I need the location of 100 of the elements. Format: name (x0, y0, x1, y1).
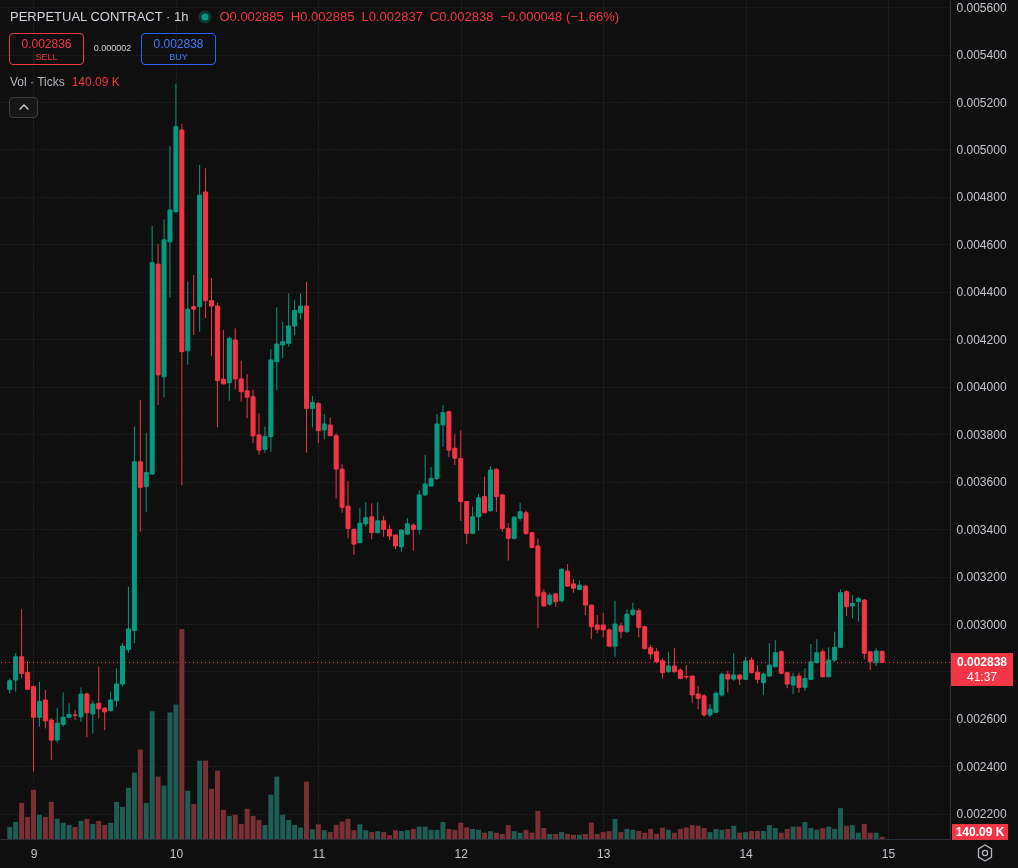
bar (482, 832, 487, 839)
annotation: 0.002836 (20, 37, 73, 51)
y-tick-label: 0.005400 (956, 48, 1007, 63)
bar (197, 760, 203, 839)
y-tick-label: 0.004600 (956, 237, 1007, 252)
annotation: −0.000048 (−1.66%) (500, 9, 620, 25)
y-tick-label: 0.002400 (956, 759, 1007, 774)
bar (72, 827, 78, 839)
bar (612, 818, 618, 839)
bar (137, 749, 143, 839)
y-tick-label: 0.003600 (956, 475, 1007, 490)
y-tick-label: 0.004200 (956, 332, 1007, 347)
bar (743, 832, 749, 839)
candlestick (618, 622, 624, 639)
candlestick (36, 681, 42, 728)
candlestick (369, 502, 375, 540)
x-tick-label: 11 (312, 846, 326, 861)
y-tick-label: 0.005200 (956, 95, 1007, 110)
bar (553, 833, 559, 839)
bar (155, 776, 161, 839)
bar (547, 833, 553, 839)
candlestick (849, 594, 855, 619)
y-tick-label: 0.005000 (956, 142, 1007, 157)
candlestick (72, 709, 78, 721)
bar (78, 820, 84, 839)
candlestick (612, 600, 618, 658)
bar (369, 832, 375, 839)
bar (191, 803, 197, 839)
candlestick (725, 670, 731, 694)
candlestick (482, 476, 487, 514)
candlestick (796, 672, 802, 694)
annotation: BUY (168, 52, 189, 63)
annotation: L0.002837 (361, 9, 423, 25)
annotation: 0.000002 (92, 43, 133, 54)
y-tick-label: 0.002600 (956, 712, 1007, 727)
bar (315, 824, 321, 839)
y-tick-label: 0.003200 (956, 570, 1007, 585)
y-tick-label: 0.003800 (956, 427, 1007, 442)
candlestick (790, 672, 796, 695)
bar (820, 828, 826, 839)
bar (873, 832, 879, 839)
bar (796, 826, 802, 839)
bar (309, 829, 315, 839)
candlestick (843, 589, 849, 617)
bar (410, 828, 416, 839)
candlestick (78, 686, 84, 723)
bar (84, 818, 90, 839)
y-tick-label: 0.004000 (956, 380, 1007, 395)
candlestick (351, 527, 357, 556)
bar (725, 828, 731, 839)
candlestick (665, 651, 671, 674)
bar (303, 781, 309, 839)
candlestick (410, 522, 416, 552)
annotation: 0.002838 (152, 37, 205, 51)
bar (576, 834, 582, 839)
candlestick (321, 413, 327, 440)
candlestick (855, 596, 861, 623)
bar (375, 831, 381, 839)
y-tick-label: 0.002200 (956, 807, 1007, 822)
bar (90, 823, 96, 839)
text: 140.09 K (955, 825, 1005, 839)
annotation: Vol · Ticks (10, 75, 65, 89)
candlestick (90, 700, 96, 734)
bar (36, 814, 42, 839)
text: 41:37 (966, 670, 998, 685)
y-tick-label: 0.004800 (956, 190, 1007, 205)
annotation: 140.09 K (71, 75, 120, 89)
annotation: O0.002885 (219, 9, 284, 25)
candlestick (375, 501, 381, 534)
bar (559, 832, 565, 839)
x-tick-label: 12 (454, 846, 469, 861)
annotation: C0.002838 (429, 9, 494, 25)
x-tick-label: 9 (30, 846, 38, 861)
bar (179, 629, 185, 839)
y-tick-label: 0.003400 (956, 522, 1007, 537)
bar (618, 832, 624, 839)
bar (321, 830, 327, 839)
bar (843, 825, 849, 839)
bar (185, 790, 191, 839)
candlestick (731, 652, 737, 682)
candlestick (309, 395, 315, 429)
annotation: H0.002885 (290, 9, 355, 25)
candlestick (191, 274, 197, 336)
x-tick-label: 14 (739, 846, 754, 861)
y-tick-label: 0.003000 (956, 617, 1007, 632)
text: PERPETUAL CONTRACT · 1h (10, 9, 189, 25)
bar (731, 825, 737, 839)
ref-line-label: 0.002838 (956, 655, 1008, 670)
bar (790, 826, 796, 839)
x-tick-label: 15 (881, 846, 896, 861)
bar (665, 829, 671, 839)
x-tick-label: 10 (169, 846, 184, 861)
y-tick-label: 0.005600 (956, 0, 1007, 15)
bar (226, 815, 232, 839)
bar (487, 831, 493, 839)
annotation: SELL (34, 52, 59, 63)
x-tick-label: 13 (597, 846, 611, 861)
bar (737, 832, 743, 839)
y-tick-label: 0.004400 (956, 285, 1007, 300)
candlestick (84, 692, 90, 738)
